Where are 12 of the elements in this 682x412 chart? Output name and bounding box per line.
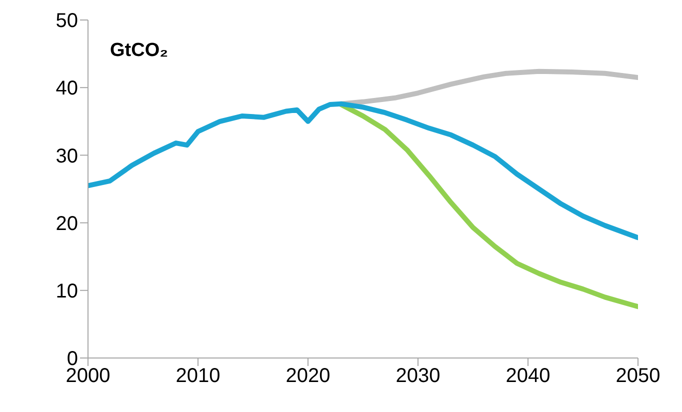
y-tick-label: 20 (56, 212, 78, 235)
y-tick-label: 10 (56, 280, 78, 302)
x-tick-label: 2000 (66, 365, 110, 388)
x-tick-label: 2030 (396, 365, 440, 388)
y-tick-label: 40 (56, 78, 78, 100)
y-tick-label: 50 (56, 10, 78, 32)
x-tick-label: 2010 (176, 365, 220, 388)
x-tick-label: 2040 (506, 365, 550, 388)
y-axis-title: GtCO₂ (110, 40, 168, 61)
y-tick-label: 30 (56, 145, 78, 168)
x-tick-label: 2020 (286, 365, 330, 388)
x-tick-label: 2050 (616, 365, 660, 388)
